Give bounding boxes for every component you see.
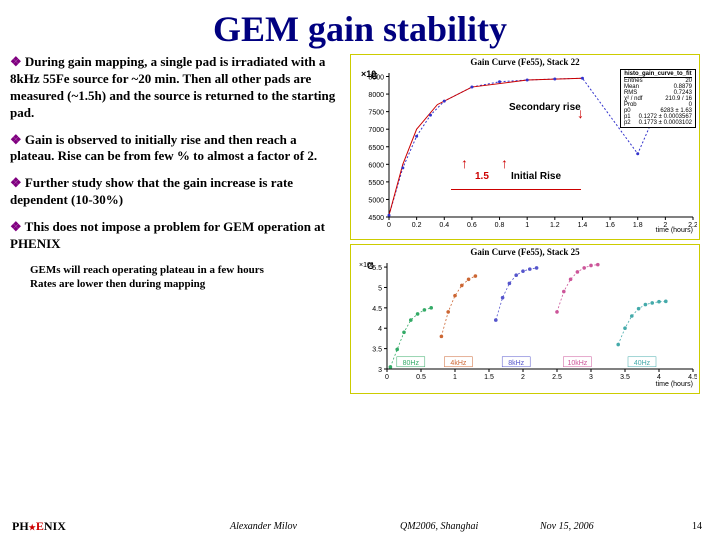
svg-text:1.5: 1.5 bbox=[484, 374, 494, 381]
footer-date: Nov 15, 2006 bbox=[540, 521, 594, 532]
footer-page: 14 bbox=[692, 521, 702, 532]
svg-text:3.5: 3.5 bbox=[620, 374, 630, 381]
svg-text:3.5: 3.5 bbox=[372, 347, 382, 354]
annot-initial: Initial Rise bbox=[511, 171, 561, 182]
svg-text:G: G bbox=[367, 261, 374, 271]
bullet-1: During gain mapping, a single pad is irr… bbox=[10, 54, 342, 122]
svg-text:4: 4 bbox=[378, 326, 382, 333]
svg-text:4500: 4500 bbox=[368, 215, 384, 222]
svg-text:4.5: 4.5 bbox=[372, 306, 382, 313]
svg-text:4.5: 4.5 bbox=[688, 374, 697, 381]
svg-text:0.5: 0.5 bbox=[416, 374, 426, 381]
bullet-3: Further study show that the gain increas… bbox=[10, 175, 342, 209]
svg-text:0: 0 bbox=[385, 374, 389, 381]
svg-text:8kHz: 8kHz bbox=[508, 360, 524, 367]
subbullet-2: Rates are lower then during mapping bbox=[30, 277, 342, 291]
svg-text:7500: 7500 bbox=[368, 110, 384, 117]
chart2-xlabel: time (hours) bbox=[353, 381, 697, 388]
svg-text:G: G bbox=[371, 71, 378, 81]
chart-gain-curve-25: Gain Curve (Fe55), Stack 25 33.544.555.5… bbox=[350, 244, 700, 394]
svg-text:0.6: 0.6 bbox=[467, 222, 477, 227]
svg-text:6000: 6000 bbox=[368, 162, 384, 169]
subbullet-1: GEMs will reach operating plateau in a f… bbox=[30, 263, 342, 277]
svg-text:1: 1 bbox=[453, 374, 457, 381]
annot-secondary: Secondary rise bbox=[509, 102, 581, 113]
stats-header: histo_gain_curve_to_fit bbox=[624, 71, 692, 78]
svg-text:2: 2 bbox=[521, 374, 525, 381]
svg-text:3: 3 bbox=[378, 367, 382, 374]
svg-text:1.6: 1.6 bbox=[605, 222, 615, 227]
svg-text:0.4: 0.4 bbox=[439, 222, 449, 227]
svg-text:3: 3 bbox=[589, 374, 593, 381]
red-hline bbox=[451, 189, 581, 190]
svg-text:0: 0 bbox=[387, 222, 391, 227]
logo-post: NIX bbox=[44, 519, 66, 533]
svg-text:1.2: 1.2 bbox=[550, 222, 560, 227]
svg-text:6500: 6500 bbox=[368, 145, 384, 152]
svg-text:2.5: 2.5 bbox=[552, 374, 562, 381]
chart1-title: Gain Curve (Fe55), Stack 22 bbox=[353, 57, 697, 67]
content-area: During gain mapping, a single pad is irr… bbox=[0, 50, 720, 398]
right-column: Gain Curve (Fe55), Stack 22 450050005500… bbox=[350, 54, 700, 398]
svg-text:5: 5 bbox=[378, 285, 382, 292]
svg-text:1: 1 bbox=[525, 222, 529, 227]
chart1-statsbox: histo_gain_curve_to_fit Entries20 Mean0.… bbox=[620, 69, 696, 128]
svg-text:40Hz: 40Hz bbox=[634, 360, 651, 367]
chart2-title: Gain Curve (Fe55), Stack 25 bbox=[353, 247, 697, 257]
svg-text:5500: 5500 bbox=[368, 180, 384, 187]
arrow-down-icon: ↓ bbox=[577, 107, 584, 123]
left-column: During gain mapping, a single pad is irr… bbox=[10, 54, 350, 398]
logo-star-icon: ★ bbox=[29, 523, 36, 532]
svg-text:1.4: 1.4 bbox=[578, 222, 588, 227]
bullet-4: This does not impose a problem for GEM o… bbox=[10, 219, 342, 253]
logo-e: E bbox=[36, 519, 44, 533]
footer-conference: QM2006, Shanghai bbox=[400, 521, 478, 532]
svg-text:10kHz: 10kHz bbox=[567, 360, 587, 367]
svg-text:0.8: 0.8 bbox=[495, 222, 505, 227]
svg-text:5000: 5000 bbox=[368, 197, 384, 204]
annot-1-5: 1.5 bbox=[475, 171, 489, 182]
chart2-svg: 33.544.555.500.511.522.533.544.5×10²G 80… bbox=[353, 257, 697, 381]
logo-pre: PH bbox=[12, 519, 29, 533]
footer-author: Alexander Milov bbox=[230, 521, 297, 532]
svg-text:1.8: 1.8 bbox=[633, 222, 643, 227]
footer: PH★ENIX Alexander Milov QM2006, Shanghai… bbox=[0, 519, 720, 534]
svg-text:0.2: 0.2 bbox=[412, 222, 422, 227]
bullet-2: Gain is observed to initially rise and t… bbox=[10, 132, 342, 166]
svg-text:7000: 7000 bbox=[368, 127, 384, 134]
slide-title: GEM gain stability bbox=[0, 0, 720, 50]
svg-text:8000: 8000 bbox=[368, 92, 384, 99]
svg-text:4kHz: 4kHz bbox=[450, 360, 466, 367]
chart-gain-curve-22: Gain Curve (Fe55), Stack 22 4500 5000 5500… bbox=[350, 54, 700, 240]
arrow-up-icon-2: ↑ bbox=[501, 157, 508, 173]
svg-text:4: 4 bbox=[657, 374, 661, 381]
svg-text:80Hz: 80Hz bbox=[403, 360, 420, 367]
arrow-up-icon-1: ↑ bbox=[461, 157, 468, 173]
chart1-xlabel: time (hours) bbox=[353, 227, 697, 234]
phenix-logo: PH★ENIX bbox=[12, 519, 66, 534]
